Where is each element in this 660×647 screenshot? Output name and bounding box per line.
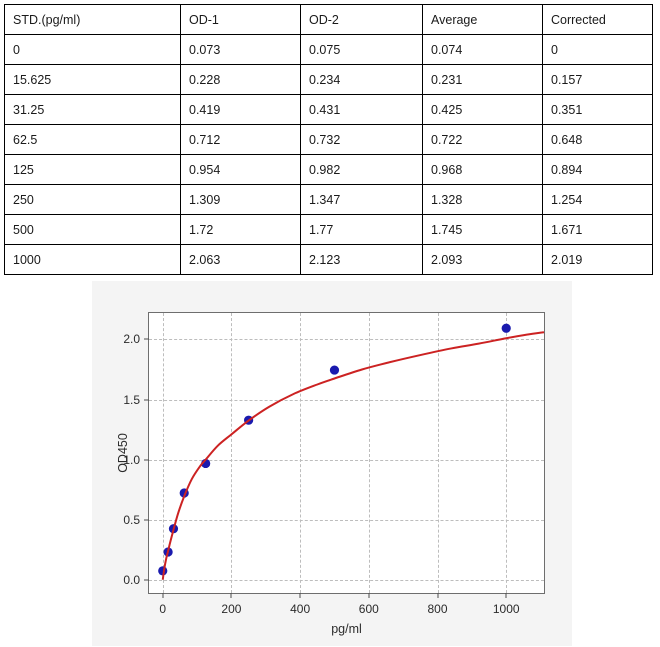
cell-std: 1000 — [4, 244, 181, 275]
table-row: 31.25 0.419 0.431 0.425 0.351 — [4, 94, 653, 125]
cell-corrected: 1.671 — [542, 214, 653, 245]
cell-average: 1.745 — [422, 214, 543, 245]
cell-od2: 0.982 — [300, 154, 423, 185]
standard-curve-figure: 0.0 0.5 1.0 1.5 2.0 0 200 400 600 800 1000 OD450 p… — [92, 281, 572, 646]
x-tick-mark — [230, 593, 232, 598]
column-header-od1: OD-1 — [180, 4, 301, 35]
table-row: 125 0.954 0.982 0.968 0.894 — [4, 154, 653, 185]
cell-od1: 0.954 — [180, 154, 301, 185]
y-tick-mark — [144, 579, 149, 581]
column-header-corrected: Corrected — [542, 4, 653, 35]
cell-std: 250 — [4, 184, 181, 215]
y-tick-label: 1.5 — [123, 392, 140, 407]
data-point-marker — [501, 323, 511, 333]
cell-od1: 1.309 — [180, 184, 301, 215]
cell-od2: 0.431 — [300, 94, 423, 125]
cell-od1: 0.073 — [180, 34, 301, 65]
x-tick-label: 0 — [159, 602, 167, 616]
chart-data-layer — [158, 323, 545, 580]
cell-average: 0.231 — [422, 64, 543, 95]
cell-std: 62.5 — [4, 124, 181, 155]
cell-od1: 0.419 — [180, 94, 301, 125]
cell-corrected: 1.254 — [542, 184, 653, 215]
cell-od2: 0.234 — [300, 64, 423, 95]
cell-std: 125 — [4, 154, 181, 185]
cell-corrected: 0.157 — [542, 64, 653, 95]
column-header-od2: OD-2 — [300, 4, 423, 35]
cell-corrected: 0.894 — [542, 154, 653, 185]
cell-od1: 2.063 — [180, 244, 301, 275]
y-axis-label: OD450 — [115, 433, 130, 473]
standard-curve-table: STD.(pg/ml) OD-1 OD-2 Average Corrected … — [4, 4, 653, 275]
cell-corrected: 0.648 — [542, 124, 653, 155]
table-row: 15.625 0.228 0.234 0.231 0.157 — [4, 64, 653, 95]
cell-average: 1.328 — [422, 184, 543, 215]
plot-area: 0.0 0.5 1.0 1.5 2.0 0 200 400 600 800 1000 OD450 p… — [116, 312, 545, 636]
cell-std: 31.25 — [4, 94, 181, 125]
y-tick-label: 0.5 — [123, 512, 140, 527]
cell-od2: 0.075 — [300, 34, 423, 65]
table-row: 250 1.309 1.347 1.328 1.254 — [4, 184, 653, 215]
x-tick-label: 600 — [358, 602, 379, 616]
x-tick-label: 1000 — [492, 602, 520, 616]
x-tick-mark — [368, 593, 370, 598]
column-header-average: Average — [422, 4, 543, 35]
table-row: 1000 2.063 2.123 2.093 2.019 — [4, 244, 653, 275]
table-row: 0 0.073 0.075 0.074 0 — [4, 34, 653, 65]
cell-od2: 2.123 — [300, 244, 423, 275]
cell-od2: 1.77 — [300, 214, 423, 245]
cell-corrected: 0 — [542, 34, 653, 65]
cell-std: 0 — [4, 34, 181, 65]
cell-std: 500 — [4, 214, 181, 245]
cell-od1: 1.72 — [180, 214, 301, 245]
cell-average: 0.425 — [422, 94, 543, 125]
x-tick-label: 400 — [290, 602, 311, 616]
x-tick-label: 800 — [427, 602, 448, 616]
cell-average: 2.093 — [422, 244, 543, 275]
data-point-marker — [329, 365, 340, 375]
table-row: 62.5 0.712 0.732 0.722 0.648 — [4, 124, 653, 155]
cell-corrected: 0.351 — [542, 94, 653, 125]
x-axis-label: pg/ml — [331, 622, 362, 636]
fitted-curve — [161, 331, 545, 580]
x-tick-mark — [505, 593, 507, 598]
x-tick-mark — [437, 593, 439, 598]
cell-average: 0.722 — [422, 124, 543, 155]
y-tick-label: 0.0 — [123, 572, 140, 587]
column-header-std: STD.(pg/ml) — [4, 4, 181, 35]
cell-od2: 1.347 — [300, 184, 423, 215]
table-row: 500 1.72 1.77 1.745 1.671 — [4, 214, 653, 245]
y-tick-mark — [144, 399, 149, 401]
cell-corrected: 2.019 — [542, 244, 653, 275]
y-tick-mark — [144, 338, 149, 340]
y-tick-mark — [144, 459, 149, 461]
x-tick-label: 200 — [221, 602, 242, 616]
table-header: STD.(pg/ml) OD-1 OD-2 Average Corrected — [4, 4, 653, 35]
cell-od2: 0.732 — [300, 124, 423, 155]
cell-std: 15.625 — [4, 64, 181, 95]
x-tick-mark — [299, 593, 301, 598]
y-tick-label: 2.0 — [123, 332, 140, 347]
x-tick-mark — [162, 593, 164, 598]
cell-od1: 0.228 — [180, 64, 301, 95]
cell-od1: 0.712 — [180, 124, 301, 155]
cell-average: 0.074 — [422, 34, 543, 65]
y-tick-label: 1.0 — [123, 452, 140, 467]
table-body: 0 0.073 0.075 0.074 0 15.625 0.228 0.234… — [4, 34, 653, 275]
y-tick-mark — [144, 519, 149, 521]
cell-average: 0.968 — [422, 154, 543, 185]
table-header-row: STD.(pg/ml) OD-1 OD-2 Average Corrected — [4, 4, 653, 35]
